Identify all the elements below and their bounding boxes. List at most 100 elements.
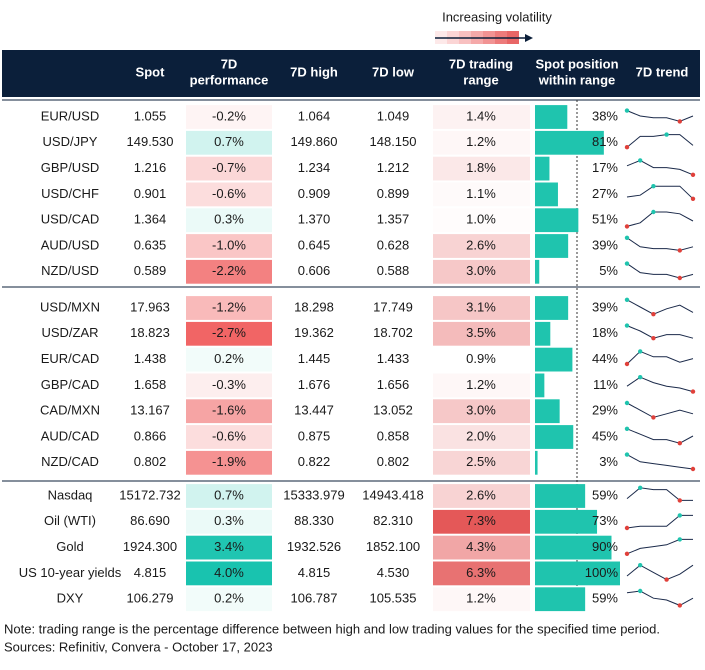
table-cell: -0.6% — [212, 186, 246, 201]
trend-high — [624, 261, 630, 266]
row-label: AUD/CAD — [41, 428, 100, 443]
column-header: range — [463, 72, 498, 87]
table-cell: 0.2% — [214, 351, 244, 366]
position-label: 73% — [592, 513, 618, 528]
table-cell: -2.7% — [212, 325, 246, 340]
position-bar — [535, 450, 538, 475]
table-cell: 1852.100 — [366, 539, 420, 554]
trend-low — [624, 551, 630, 556]
range-cell — [433, 234, 530, 258]
position-bar — [535, 105, 568, 129]
position-label: 3% — [599, 454, 618, 469]
trend-high — [638, 158, 643, 163]
table-cell: 0.901 — [134, 186, 167, 201]
table-cell: 4.815 — [134, 565, 167, 580]
table-cell: 1.364 — [134, 212, 167, 227]
table-cell: -1.2% — [212, 299, 246, 314]
table-cell: 0.588 — [377, 263, 410, 278]
table-cell: 0.606 — [298, 263, 331, 278]
header-bar — [2, 50, 700, 97]
position-bar — [535, 561, 620, 586]
position-bar — [535, 587, 586, 612]
row-label: GBP/CAD — [41, 377, 100, 392]
position-bar — [535, 182, 558, 207]
row-label: Gold — [56, 539, 83, 554]
position-label: 44% — [592, 351, 618, 366]
trend-low — [677, 441, 682, 446]
position-bar — [535, 347, 573, 372]
table-cell: 0.645 — [298, 237, 331, 252]
position-label: 45% — [592, 428, 618, 443]
trend-line — [626, 159, 694, 176]
table-cell: 1.216 — [134, 160, 167, 175]
table-cell: 149.530 — [127, 134, 174, 149]
position-bar — [535, 130, 604, 155]
row-label: NZD/USD — [41, 263, 99, 278]
trend-low — [690, 172, 696, 177]
table-cell: 1.234 — [298, 160, 331, 175]
position-bar — [535, 234, 569, 258]
performance-cell — [186, 484, 272, 508]
table-cell: 1.433 — [377, 351, 410, 366]
trend-line — [626, 211, 694, 227]
table-cell: 1.4% — [466, 108, 496, 123]
table-cell: 19.362 — [294, 325, 334, 340]
range-cell — [433, 182, 530, 207]
position-label: 27% — [592, 186, 618, 201]
table-cell: 0.9% — [466, 351, 496, 366]
table-cell: 18.298 — [294, 299, 334, 314]
range-cell — [433, 587, 530, 612]
note: Sources: Refinitiv, Convera - October 17… — [4, 639, 273, 654]
position-label: 39% — [592, 237, 618, 252]
trend-low — [677, 498, 682, 503]
table-cell: 6.3% — [466, 565, 496, 580]
position-bar — [535, 399, 560, 424]
table-cell: 1932.526 — [287, 539, 341, 554]
trend-high — [638, 563, 643, 568]
position-bar — [535, 208, 579, 233]
table-cell: 88.330 — [294, 513, 334, 528]
trend-high — [624, 323, 630, 328]
table-cell: 4.3% — [466, 539, 496, 554]
trend-low — [677, 248, 682, 253]
trend-high — [651, 209, 656, 215]
column-header: 7D trend — [636, 64, 689, 79]
trend-line — [626, 299, 694, 315]
table-cell: 0.909 — [298, 186, 331, 201]
table-cell: 18.823 — [130, 325, 170, 340]
table-cell: 4.815 — [298, 565, 331, 580]
range-cell — [433, 208, 530, 233]
row-label: GBP/USD — [41, 160, 100, 175]
table-cell: -2.2% — [212, 263, 246, 278]
table-cell: 1.1% — [466, 186, 496, 201]
row-label: USD/CHF — [41, 186, 99, 201]
performance-cell — [186, 425, 272, 449]
position-label: 39% — [592, 299, 618, 314]
column-header: 7D high — [290, 64, 338, 79]
trend-line — [626, 325, 694, 339]
table-cell: -0.2% — [212, 108, 246, 123]
range-cell — [433, 347, 530, 372]
position-label: 5% — [599, 263, 618, 278]
trend-high — [624, 108, 630, 113]
range-cell — [433, 130, 530, 155]
table-cell: 1.676 — [298, 377, 331, 392]
performance-cell — [186, 130, 272, 155]
table-cell: 0.899 — [377, 186, 410, 201]
range-cell — [433, 535, 530, 560]
trend-low — [624, 145, 630, 150]
table-cell: 0.628 — [377, 237, 410, 252]
position-label: 59% — [592, 487, 618, 502]
table-cell: 3.0% — [466, 263, 496, 278]
range-cell — [433, 484, 530, 508]
table-cell: 0.802 — [377, 454, 410, 469]
trend-low — [624, 224, 630, 229]
trend-high — [638, 375, 643, 380]
trend-low — [690, 389, 696, 394]
table-cell: 14943.418 — [362, 487, 423, 502]
position-bar — [535, 535, 612, 560]
table-cell: 15172.732 — [119, 487, 180, 502]
trend-low — [624, 361, 630, 367]
table-cell: -1.6% — [212, 403, 246, 418]
